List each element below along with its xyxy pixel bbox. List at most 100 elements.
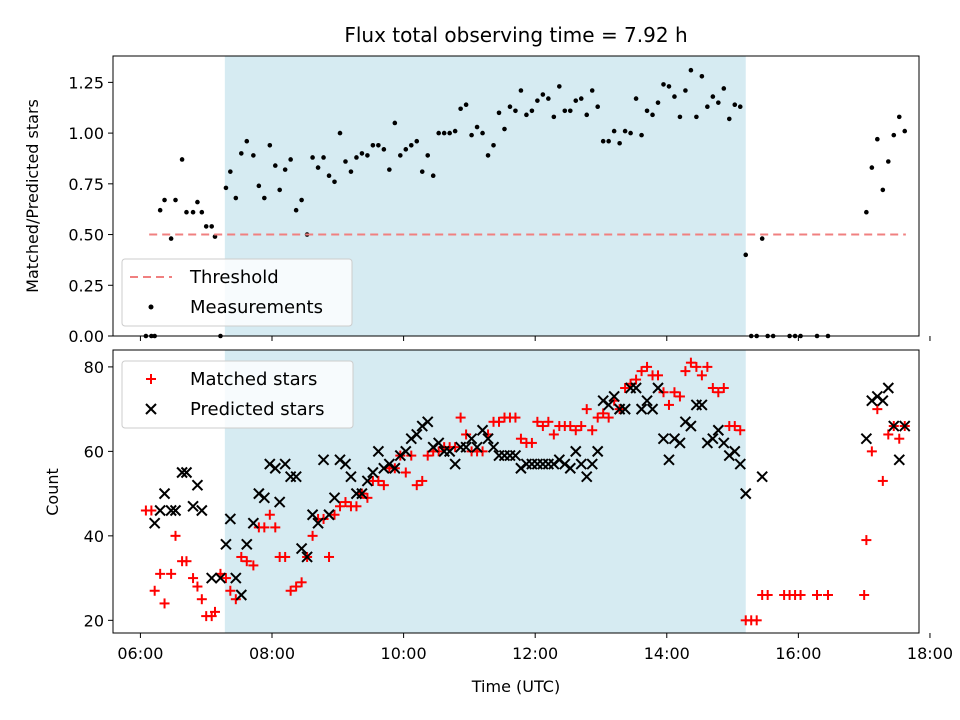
- top-y-tick-label: 0.50: [68, 226, 104, 245]
- predicted-star-point: [586, 458, 598, 470]
- matched-star-point: [877, 475, 888, 486]
- predicted-star-point: [258, 492, 271, 504]
- bottom-y-axis-label: Count: [43, 468, 62, 516]
- measurement-point: [348, 169, 354, 174]
- predicted-star-point: [685, 420, 697, 432]
- matched-star-point: [351, 501, 362, 512]
- measurement-point: [387, 167, 392, 172]
- legend-matched-label: Matched stars: [190, 369, 317, 390]
- matched-star-point: [188, 573, 199, 584]
- measurement-point: [578, 96, 584, 101]
- predicted-star-point: [740, 487, 752, 500]
- measurement-point: [557, 84, 562, 89]
- matched-star-point: [146, 505, 157, 516]
- measurement-point: [551, 114, 557, 120]
- predicted-star-point: [608, 390, 620, 403]
- measurement-point: [639, 132, 644, 138]
- measurement-point: [595, 104, 600, 110]
- measurement-point: [326, 173, 332, 179]
- matched-star-point: [751, 615, 762, 626]
- matched-star-point: [510, 412, 521, 423]
- predicted-star-point: [509, 449, 522, 462]
- legend-predicted-label: Predicted stars: [190, 399, 324, 420]
- measurement-point: [880, 187, 886, 193]
- measurement-point: [376, 142, 381, 148]
- predicted-star-point: [449, 458, 461, 470]
- measurement-point: [628, 130, 633, 136]
- measurement-point: [716, 100, 721, 105]
- measurement-point: [611, 128, 617, 134]
- predicted-star-point: [191, 479, 204, 491]
- measurement-point: [617, 140, 622, 146]
- matched-star-point: [702, 361, 713, 372]
- matched-star-point: [455, 412, 466, 423]
- measurement-point: [567, 108, 573, 114]
- predicted-star-point: [323, 509, 335, 521]
- measurement-point: [759, 236, 765, 241]
- measurement-point: [203, 224, 209, 229]
- top-y-tick-label: 0.25: [68, 276, 104, 295]
- measurement-point: [513, 108, 518, 114]
- measurement-point: [392, 120, 398, 126]
- predicted-star-point: [734, 458, 746, 470]
- measurement-point: [661, 82, 666, 87]
- bottom-y-ticks: 20 40 60 80: [84, 358, 113, 630]
- matched-star-point: [264, 509, 275, 520]
- measurement-point: [622, 128, 628, 134]
- measurement-point: [262, 195, 267, 201]
- measurement-point: [184, 209, 189, 215]
- matched-star-point: [241, 556, 252, 567]
- predicted-star-point: [165, 504, 177, 517]
- matched-star-point: [565, 421, 576, 432]
- bottom-x-tick-label: 16:00: [775, 644, 821, 663]
- matched-star-point: [225, 585, 236, 596]
- predicted-star-point: [432, 437, 445, 449]
- measurement-point: [480, 130, 485, 136]
- matched-star-point: [400, 467, 411, 478]
- measurement-point: [228, 169, 233, 174]
- predicted-star-point: [205, 572, 218, 584]
- matched-star-point: [822, 589, 833, 600]
- predicted-star-point: [674, 437, 686, 449]
- predicted-star-point: [154, 504, 166, 517]
- predicted-star-point: [345, 471, 357, 483]
- predicted-star-point: [652, 382, 664, 394]
- predicted-star-point: [301, 551, 313, 563]
- top-y-tick-label: 0.75: [68, 175, 104, 194]
- bottom-panel: 20 40 60 80 06:00 08:00 10:00 12:00 14:00 16:00 1…: [43, 349, 953, 696]
- matched-star-point: [166, 568, 177, 579]
- measurement-point: [332, 179, 337, 185]
- top-legend: Threshold Measurements: [121, 258, 353, 327]
- measurement-point: [650, 112, 655, 118]
- measurement-points: [143, 67, 908, 339]
- matched-star-point: [340, 497, 351, 508]
- matched-star-point: [209, 606, 220, 617]
- measurement-point: [452, 128, 458, 134]
- measurement-point: [162, 197, 167, 203]
- predicted-star-point: [235, 589, 248, 601]
- measurement-point: [491, 142, 496, 148]
- matched-star-point: [411, 480, 422, 491]
- bottom-x-axis-label: Time (UTC): [471, 677, 560, 696]
- matched-star-point: [192, 581, 203, 592]
- measurement-point: [655, 100, 661, 105]
- matched-star-point: [548, 429, 559, 440]
- measurement-point: [737, 104, 743, 110]
- measurement-point: [644, 108, 650, 114]
- predicted-star-point: [158, 487, 171, 500]
- measurement-point: [251, 153, 256, 158]
- matched-star-point: [866, 446, 877, 457]
- predicted-star-point: [888, 420, 900, 432]
- measurement-point: [896, 114, 902, 120]
- measurement-point: [441, 130, 447, 136]
- matched-star-point: [149, 585, 160, 596]
- predicted-star-point: [641, 394, 653, 407]
- matched-star-point: [859, 589, 870, 600]
- measurement-point: [864, 209, 869, 215]
- top-y-tick-label: 1.00: [68, 124, 104, 143]
- matched-star-point: [285, 585, 296, 596]
- predicted-star-point: [312, 517, 324, 529]
- matched-star-point: [883, 429, 894, 440]
- matched-star-point: [674, 391, 685, 402]
- bottom-legend-box: [121, 360, 354, 429]
